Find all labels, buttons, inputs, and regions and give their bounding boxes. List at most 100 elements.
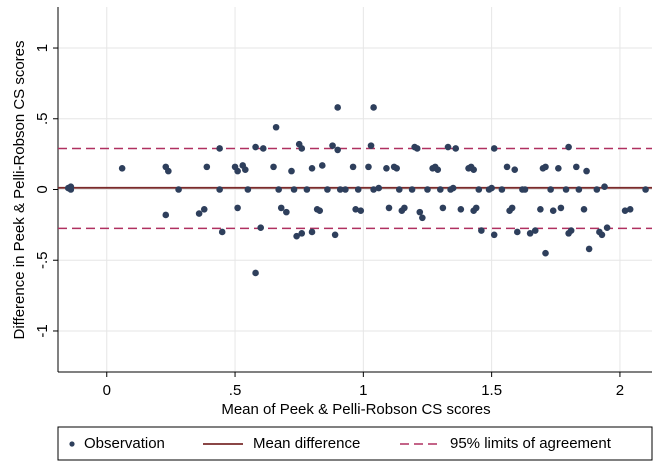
point (444, 143, 452, 151)
point (526, 230, 534, 237)
point (357, 207, 365, 215)
point (118, 164, 126, 172)
point (318, 162, 326, 169)
legend-label: 95% limits of agreement (450, 435, 612, 452)
point (270, 163, 277, 171)
point (547, 186, 554, 193)
point (331, 231, 339, 239)
point (395, 186, 403, 193)
point (195, 210, 203, 217)
point (288, 167, 295, 175)
point (316, 207, 324, 215)
point (603, 224, 611, 231)
point (439, 204, 447, 212)
point (549, 207, 557, 215)
point (165, 167, 172, 175)
point (490, 145, 498, 152)
point (416, 208, 424, 216)
x-tick-label: 2 (616, 382, 624, 399)
point (472, 204, 480, 212)
point (511, 166, 519, 173)
point (542, 249, 549, 257)
point (567, 227, 575, 234)
point (352, 206, 359, 213)
point (324, 186, 331, 193)
point (580, 206, 588, 213)
point (336, 186, 344, 193)
point (508, 204, 516, 212)
point (257, 224, 265, 231)
point (252, 143, 259, 151)
point (375, 184, 383, 192)
y-axis-title: Difference in Peek & Pelli-Robson CS sco… (11, 40, 28, 339)
point (557, 204, 565, 212)
point (277, 204, 285, 212)
point (393, 164, 400, 172)
point (370, 186, 377, 193)
point (434, 166, 442, 173)
legend-marker (69, 441, 75, 447)
point (621, 207, 629, 215)
point (573, 163, 580, 171)
point (478, 227, 485, 234)
point (498, 186, 506, 193)
point (334, 104, 341, 111)
point (290, 186, 298, 193)
y-tick-label: 1 (34, 44, 51, 52)
point (542, 163, 549, 171)
point (437, 186, 444, 193)
point (488, 184, 495, 192)
legend-label: Observation (84, 435, 165, 452)
point (413, 145, 421, 152)
x-axis-title: Mean of Peek & Pelli-Robson CS scores (221, 401, 490, 418)
point (370, 104, 377, 111)
point (601, 183, 608, 190)
point (408, 186, 416, 193)
x-tick-label: 0 (103, 382, 111, 399)
point (537, 206, 544, 213)
point (562, 186, 570, 193)
point (475, 186, 483, 193)
point (354, 186, 362, 193)
point (555, 164, 562, 172)
point (293, 232, 300, 240)
point (298, 145, 306, 152)
point (575, 186, 583, 193)
point (424, 186, 431, 193)
point (242, 166, 249, 173)
point (490, 231, 498, 239)
y-tick-label: 0 (34, 185, 51, 193)
point (252, 269, 259, 277)
point (216, 186, 223, 193)
point (531, 227, 539, 234)
point (298, 230, 306, 237)
point (259, 145, 267, 152)
legend-label: Mean difference (253, 435, 360, 452)
point (334, 146, 341, 154)
point (585, 245, 593, 253)
point (218, 228, 226, 236)
point (275, 186, 282, 193)
x-tick-label: .5 (229, 382, 242, 399)
point (67, 183, 75, 190)
point (565, 143, 572, 151)
y-tick-label: .5 (34, 113, 51, 126)
point (419, 214, 426, 222)
y-tick-label: -.5 (34, 251, 51, 269)
point (349, 163, 357, 171)
point (234, 167, 241, 175)
point (234, 204, 241, 212)
point (244, 186, 252, 193)
x-tick-label: 1 (359, 382, 367, 399)
point (452, 145, 460, 152)
point (342, 186, 349, 193)
point (283, 208, 290, 216)
point (367, 142, 375, 149)
point (308, 228, 316, 236)
point (308, 164, 316, 172)
y-tick-label: -1 (34, 324, 51, 337)
legend-box (57, 426, 653, 461)
point (385, 204, 393, 212)
point (175, 186, 182, 193)
